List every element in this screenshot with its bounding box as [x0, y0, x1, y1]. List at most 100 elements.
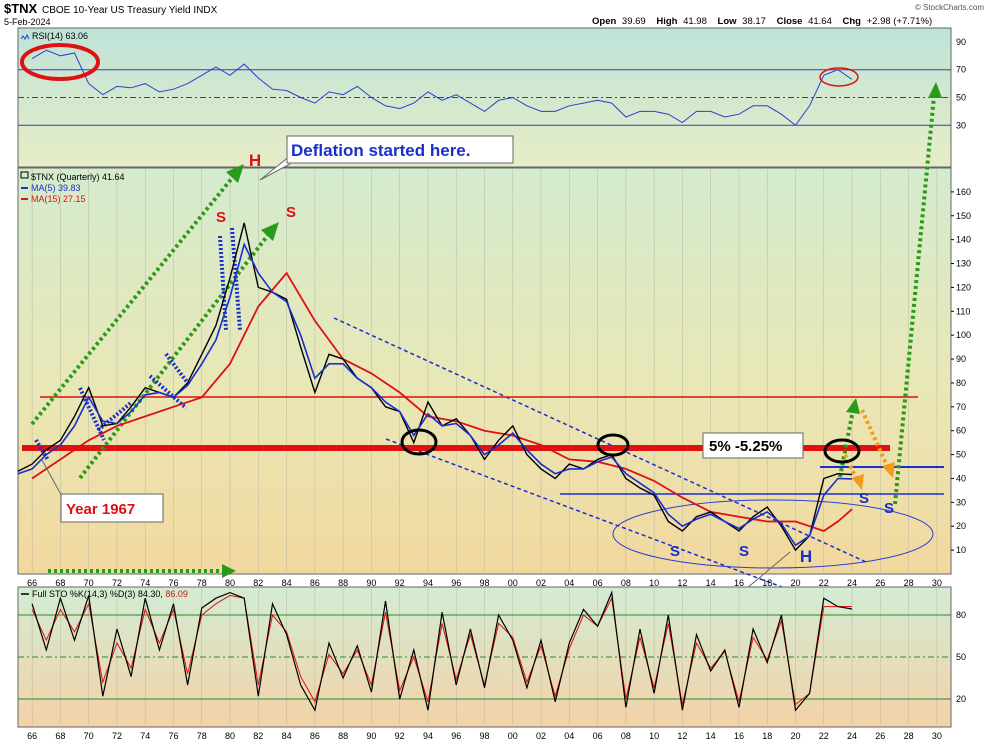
sto-x-tick-label: 98: [479, 731, 489, 741]
pattern-1975-a: [148, 374, 188, 410]
price-x-tick-label: 68: [55, 578, 65, 588]
price-y-tick-label: 160: [956, 187, 971, 197]
ma15-line: [31, 271, 853, 532]
orange-arrowhead-2: [882, 462, 895, 478]
sto-legend-text: Full STO %K(14,3) %D(3) 84.30, 86.09: [32, 589, 188, 599]
price-x-tick-label: 92: [395, 578, 405, 588]
green-long-arrow: [893, 95, 936, 505]
sto-legend: Full STO %K(14,3) %D(3) 84.30, 86.09: [21, 589, 188, 599]
sto-x-tick-label: 74: [140, 731, 150, 741]
price-x-tick-label: 82: [253, 578, 263, 588]
sto-x-tick-label: 12: [677, 731, 687, 741]
price-legend: $TNX (Quarterly) 41.64 MA(5) 39.83 MA(15…: [20, 171, 125, 204]
open-value: 39.69: [622, 16, 646, 27]
price-y-tick-label: 150: [956, 211, 971, 221]
rsi-tick-label: 50: [956, 93, 966, 103]
sto-legend-main: Full STO %K(14,3) %D(3) 84.30,: [32, 589, 165, 599]
sto-x-tick-label: 70: [84, 731, 94, 741]
sto-tick-label: 50: [956, 652, 966, 662]
close-label: Close: [777, 16, 803, 27]
rsi-legend: RSI(14) 63.06: [20, 31, 88, 41]
price-y-tick-label: 20: [956, 521, 966, 531]
sto-x-tick-label: 16: [734, 731, 744, 741]
rsi-tick-label: 70: [956, 65, 966, 75]
sto-legend-d: 86.09: [165, 589, 188, 599]
ma5-legend-label: MA(5) 39.83: [31, 183, 81, 193]
band-touch-ellipse-2007: [596, 433, 630, 457]
pattern-1975-b: [164, 352, 192, 388]
green-trend-arrow-1: [30, 170, 239, 426]
callout-deflation-box: [286, 135, 514, 164]
price-x-tick-label: 98: [479, 578, 489, 588]
price-y-tick-label: 130: [956, 259, 971, 269]
callout-band: 5% -5.25%: [702, 432, 804, 459]
green-arrowhead-1: [226, 164, 244, 183]
price-x-tick-label: 66: [27, 578, 37, 588]
price-x-tick-label: 86: [310, 578, 320, 588]
shoulder-label-1980: S: [216, 209, 226, 226]
sto-x-tick-label: 06: [593, 731, 603, 741]
price-x-tick-label: 76: [168, 578, 178, 588]
price-x-tick-label: 96: [451, 578, 461, 588]
chg-value: +2.98 (+7.71%): [867, 16, 933, 27]
sto-x-tick-label: 92: [395, 731, 405, 741]
sto-x-tick-label: 88: [338, 731, 348, 741]
price-x-tick-label: 00: [508, 578, 518, 588]
high-value: 41.98: [683, 16, 707, 27]
orange-arrowhead-1: [852, 474, 864, 490]
callout-deflation: Deflation started here.: [259, 135, 514, 181]
sto-x-tick-label: 90: [366, 731, 376, 741]
price-y-tick-label: 100: [956, 330, 971, 340]
callout-year-pointer: [41, 459, 65, 501]
price-y-tick-label: 120: [956, 282, 971, 292]
shoulder-label-2017: S: [739, 543, 749, 560]
green-long-arrowhead: [928, 82, 942, 98]
sto-x-tick-label: 96: [451, 731, 461, 741]
symbol-name: CBOE 10-Year US Treasury Yield INDX: [42, 5, 218, 16]
price-x-tick-label: 08: [621, 578, 631, 588]
price-y-tick-label: 30: [956, 497, 966, 507]
price-y-tick-label: 40: [956, 473, 966, 483]
high-label: High: [656, 16, 677, 27]
ma15-legend-label: MA(15) 27.15: [31, 194, 86, 204]
sto-x-tick-label: 82: [253, 731, 263, 741]
sto-x-tick-label: 76: [168, 731, 178, 741]
rsi-tick-label: 90: [956, 37, 966, 47]
sto-x-tick-label: 26: [875, 731, 885, 741]
rsi-highlight-ellipse-right: [819, 67, 859, 87]
price-y-tick-label: 140: [956, 235, 971, 245]
sto-grid: [18, 614, 951, 700]
chg-label: Chg: [843, 16, 862, 27]
sto-x-tick-label: 14: [706, 731, 716, 741]
price-y-tick-label: 90: [956, 354, 966, 364]
pattern-1980-b: [230, 227, 242, 331]
price-x-tick-label: 16: [734, 578, 744, 588]
price-x-tick-label: 26: [875, 578, 885, 588]
price-legend-label: $TNX (Quarterly) 41.64: [31, 172, 125, 182]
green-arrowhead-2: [261, 222, 279, 241]
sto-x-axis: 66 68 70 72 74 76 78 80 82 84 86 88 90 92 94 96 98 00 02 04…: [27, 731, 942, 741]
callout-deflation-text: Deflation started here.: [291, 141, 471, 160]
price-x-tick-label: 02: [536, 578, 546, 588]
callout-band-text: 5% -5.25%: [709, 438, 782, 455]
sto-x-tick-label: 24: [847, 731, 857, 741]
sto-x-tick-label: 28: [904, 731, 914, 741]
chart-header: $TNX CBOE 10-Year US Treasury Yield INDX…: [4, 1, 984, 27]
sto-x-tick-label: 22: [819, 731, 829, 741]
sto-x-tick-label: 04: [564, 731, 574, 741]
price-x-tick-label: 72: [112, 578, 122, 588]
watermark: © StockCharts.com: [915, 3, 984, 12]
band-touch-ellipse-1994: [400, 428, 438, 456]
price-x-tick-label: 22: [819, 578, 829, 588]
price-y-tick-label: 70: [956, 402, 966, 412]
price-x-tick-label: 74: [140, 578, 150, 588]
sto-x-tick-label: 18: [762, 731, 772, 741]
rsi-highlight-ellipse-left: [20, 43, 100, 81]
pattern-1970-b: [96, 400, 134, 432]
price-y-tick-label: 110: [956, 306, 970, 316]
sto-x-tick-label: 72: [112, 731, 122, 741]
sto-x-tick-label: 80: [225, 731, 235, 741]
band-touch-ellipse-2023: [823, 438, 861, 464]
sto-x-tick-label: 66: [27, 731, 37, 741]
